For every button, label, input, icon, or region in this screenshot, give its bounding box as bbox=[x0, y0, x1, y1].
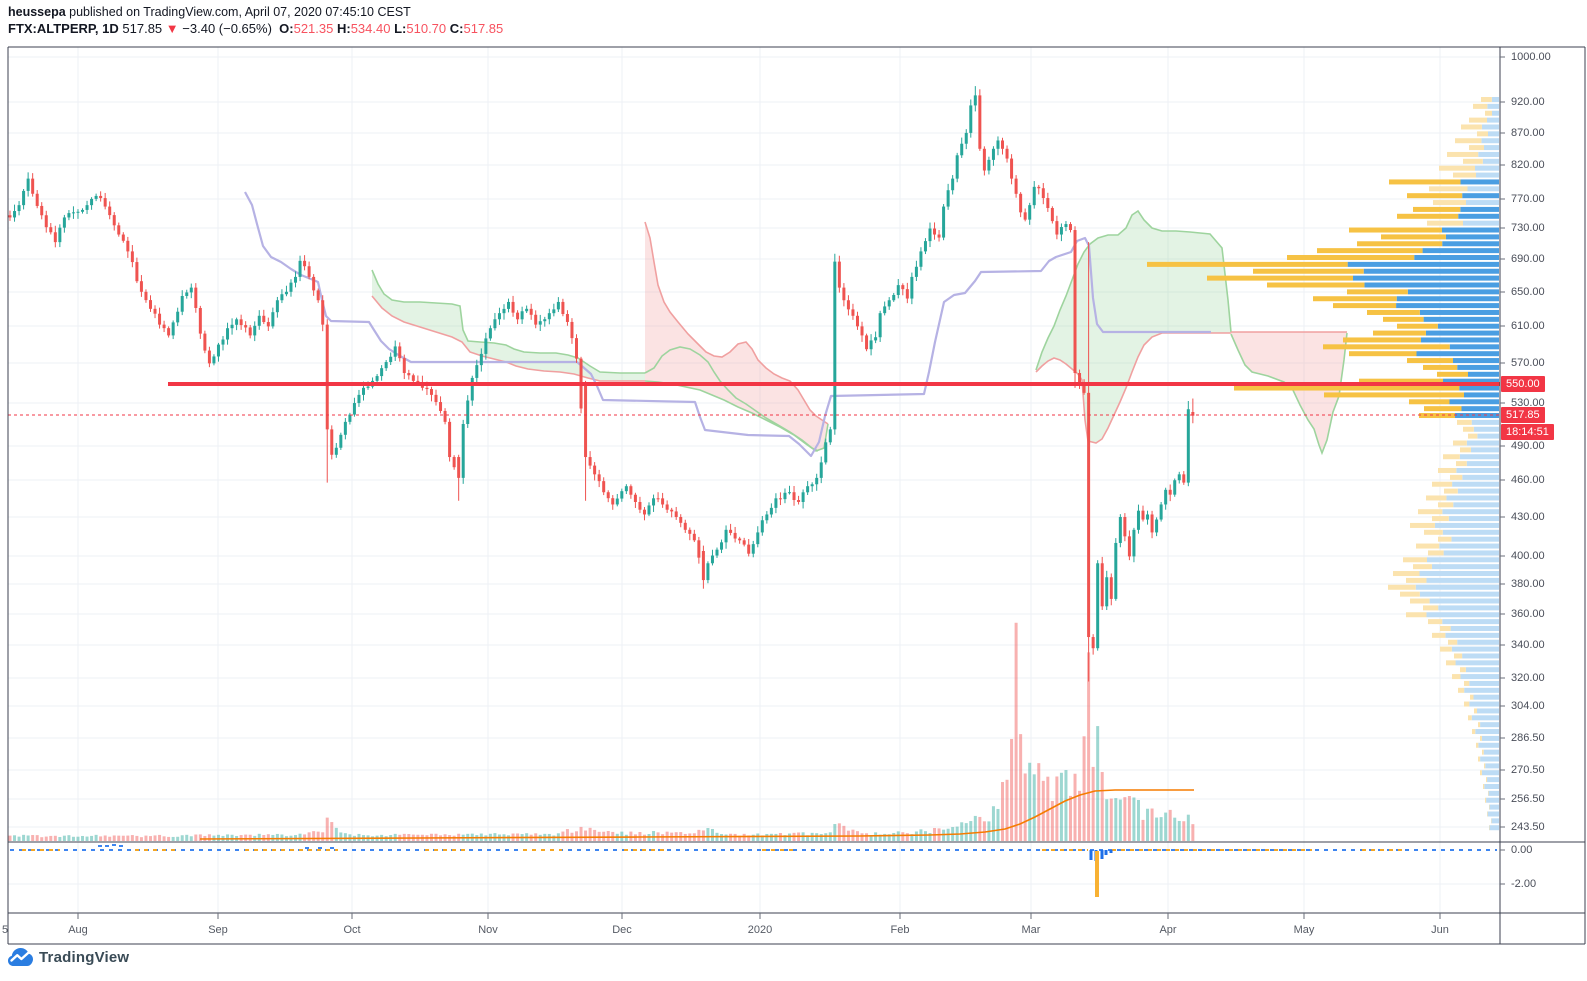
price-change: −3.40 (−0.65%) bbox=[182, 21, 272, 36]
time-axis-label: Apr bbox=[1159, 924, 1177, 936]
cloud-oct-bottom-line bbox=[371, 295, 645, 382]
volume-bars bbox=[8, 622, 1195, 841]
indicator-down-bar bbox=[1104, 850, 1108, 855]
time-axis-label: Aug bbox=[68, 924, 88, 936]
price-axis-label: 430.00 bbox=[1511, 511, 1545, 523]
high-value: 534.40 bbox=[350, 21, 391, 36]
open-label: O: bbox=[279, 21, 294, 36]
candles bbox=[8, 86, 1195, 682]
time-axis-label: Nov bbox=[478, 924, 498, 936]
price-axis-label: -2.00 bbox=[1511, 878, 1537, 890]
tradingview-logo[interactable]: TradingView bbox=[8, 948, 129, 967]
time-axis-label: Jun bbox=[1431, 924, 1449, 936]
down-arrow-icon: ▼ bbox=[165, 21, 179, 36]
indicator-down-bar bbox=[1089, 850, 1093, 860]
price-axis-label: 820.00 bbox=[1511, 159, 1545, 171]
ichimoku-cloud-apr bbox=[1231, 332, 1347, 453]
price-axis-label: 650.00 bbox=[1511, 286, 1545, 298]
price-axis-label: 360.00 bbox=[1511, 608, 1545, 620]
byline-rest: published on TradingView.com, April 07, … bbox=[65, 5, 411, 19]
price-axis-label: 286.50 bbox=[1511, 732, 1545, 744]
high-label: H: bbox=[336, 21, 351, 36]
kijun-line bbox=[244, 191, 1211, 458]
price-badge: 18:14:51 bbox=[1501, 424, 1554, 440]
price-axis-label: 380.00 bbox=[1511, 578, 1545, 590]
price-axis-label: 770.00 bbox=[1511, 193, 1545, 205]
symbol-legend[interactable]: FTX:ALTPERP, 1D 517.85 ▼ −3.40 (−0.65%) … bbox=[8, 21, 503, 36]
price-axis-label: 530.00 bbox=[1511, 397, 1545, 409]
price-axis-label: 0.00 bbox=[1511, 844, 1533, 856]
price-axis-label: 304.00 bbox=[1511, 700, 1545, 712]
volume-profile bbox=[1147, 97, 1499, 831]
price-axis-label: 870.00 bbox=[1511, 127, 1545, 139]
price-axis-label: 730.00 bbox=[1511, 222, 1545, 234]
ichimoku-cloud-febmar bbox=[1036, 211, 1231, 443]
last-price: 517.85 bbox=[122, 21, 163, 36]
time-axis-label: 5 bbox=[1, 924, 9, 936]
price-axis-label: 490.00 bbox=[1511, 440, 1545, 452]
price-axis-label: 920.00 bbox=[1511, 96, 1545, 108]
price-axis-label: 460.00 bbox=[1511, 474, 1545, 486]
tradingview-logo-text: TradingView bbox=[39, 949, 130, 966]
price-axis-label: 256.50 bbox=[1511, 793, 1545, 805]
price-axis-label: 570.00 bbox=[1511, 357, 1545, 369]
price-axis-label: 320.00 bbox=[1511, 672, 1545, 684]
indicator-down-bar bbox=[1109, 850, 1113, 853]
username: heussepa bbox=[8, 5, 66, 19]
indicator-down-bar bbox=[1100, 850, 1104, 859]
low-value: 510.70 bbox=[406, 21, 447, 36]
cloud-febmar-bottom-line bbox=[1035, 332, 1231, 444]
price-badge: 517.85 bbox=[1501, 407, 1545, 423]
price-axis-label: 340.00 bbox=[1511, 639, 1545, 651]
cloud-febmar-top-line bbox=[1035, 209, 1232, 371]
time-axis-label: Oct bbox=[343, 924, 361, 936]
open-value: 521.35 bbox=[293, 21, 334, 36]
time-axis-label: Feb bbox=[890, 924, 910, 936]
low-label: L: bbox=[394, 21, 407, 36]
price-axis-label: 690.00 bbox=[1511, 253, 1545, 265]
publish-byline: heussepa published on TradingView.com, A… bbox=[8, 5, 411, 19]
time-axis-label: Sep bbox=[208, 924, 228, 936]
time-axis-label: Mar bbox=[1021, 924, 1041, 936]
price-axis-label: 400.00 bbox=[1511, 550, 1545, 562]
symbol-interval[interactable]: FTX:ALTPERP, 1D bbox=[8, 21, 119, 36]
ichimoku-cloud-dec bbox=[645, 222, 828, 451]
tradingview-logo-icon bbox=[8, 948, 33, 966]
time-axis-label: 2020 bbox=[747, 924, 773, 936]
indicator-orange-spike bbox=[1095, 851, 1099, 897]
volume-ma-line bbox=[199, 789, 1194, 840]
close-value: 517.85 bbox=[463, 21, 504, 36]
cloud-apr-bottom-line bbox=[1230, 332, 1348, 456]
time-axis-label: Dec bbox=[612, 924, 632, 936]
cloud-dec-top-line bbox=[644, 221, 829, 425]
price-axis-label: 610.00 bbox=[1511, 320, 1545, 332]
price-axis-label: 1000.00 bbox=[1511, 51, 1551, 63]
price-axis-label: 243.50 bbox=[1511, 821, 1545, 833]
time-axis-label: May bbox=[1293, 924, 1315, 936]
close-label: C: bbox=[449, 21, 464, 36]
ichimoku-cloud-oct bbox=[372, 270, 645, 381]
price-badge: 550.00 bbox=[1501, 376, 1545, 392]
price-axis-label: 270.50 bbox=[1511, 764, 1545, 776]
